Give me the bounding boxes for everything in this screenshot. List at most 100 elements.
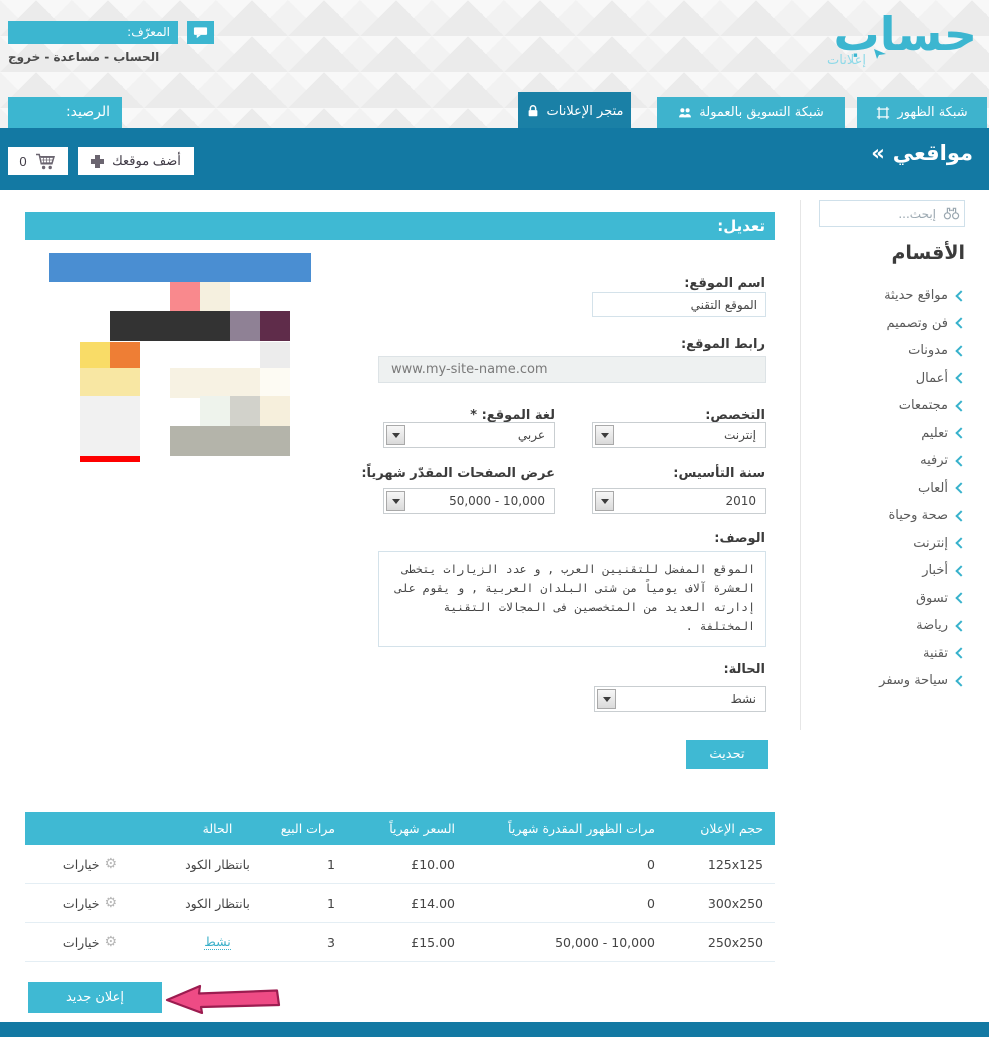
language-label: لغة الموقع: * — [470, 408, 555, 423]
site-name-input[interactable] — [592, 292, 766, 317]
chevron-left-icon — [955, 400, 967, 412]
search-input[interactable] — [819, 200, 965, 227]
new-ad-button[interactable]: إعلان جديد — [28, 982, 162, 1013]
logo-title: حساب — [833, 7, 979, 61]
sidebar-category[interactable]: فن وتصميم — [810, 310, 967, 338]
people-icon — [679, 108, 692, 118]
founded-year-select[interactable]: 2010 — [592, 488, 766, 514]
sidebar-category[interactable]: ألعاب — [810, 475, 967, 503]
gear-icon: ⚙ — [104, 934, 118, 950]
status-value: نشط — [730, 692, 756, 706]
ads-table: حجم الإعلان مرات الظهور المقدرة شهرياً ا… — [25, 812, 775, 962]
sidebar-category[interactable]: صحة وحياة — [810, 502, 967, 530]
sidebar-category[interactable]: سياحة وسفر — [810, 667, 967, 695]
page-title-chevron: « — [871, 141, 885, 165]
founded-year-label: سنة التأسيس: — [673, 466, 765, 481]
tab-display-network[interactable]: شبكة الظهور — [857, 97, 987, 128]
language-select[interactable]: عربي — [383, 422, 555, 448]
cart-icon — [35, 153, 55, 169]
sidebar-category[interactable]: تسوق — [810, 585, 967, 613]
sidebar-category[interactable]: مواقع حديثة — [810, 282, 967, 310]
table-header-row: حجم الإعلان مرات الظهور المقدرة شهرياً ا… — [25, 812, 775, 845]
page-title: مواقعي « — [871, 141, 973, 165]
chevron-left-icon — [955, 620, 967, 632]
ad-status-active-link[interactable]: نشط — [204, 934, 231, 950]
display-network-icon — [877, 106, 890, 119]
sidebar-category[interactable]: ترفيه — [810, 447, 967, 475]
sidebar-category[interactable]: مجتمعات — [810, 392, 967, 420]
sidebar-category[interactable]: رياضة — [810, 612, 967, 640]
options-link[interactable]: ⚙ خيارات — [63, 856, 117, 872]
annotation-arrow-icon — [165, 984, 281, 1014]
tab-affiliate-network[interactable]: شبكة التسويق بالعمولة — [657, 97, 845, 128]
col-header-price: السعر شهرياً — [389, 821, 455, 836]
tab-label: شبكة الظهور — [897, 105, 968, 120]
chevron-left-icon — [955, 427, 967, 439]
pageviews-select[interactable]: 50,000 - 10,000 — [383, 488, 555, 514]
sales-count: 3 — [327, 934, 335, 950]
chevron-left-icon — [955, 592, 967, 604]
impressions: 50,000 - 10,000 — [555, 934, 655, 950]
tab-label: شبكة التسويق بالعمولة — [699, 105, 824, 120]
balance-tab[interactable]: الرصيد: — [8, 97, 122, 128]
top-header: المعرّف: الحساب - مساعدة - خروج الرصيد: … — [0, 0, 989, 130]
col-header-sales: مرات البيع — [280, 821, 335, 836]
site-url-input[interactable] — [378, 356, 766, 383]
chat-bubble-icon — [193, 27, 208, 39]
logo[interactable]: حساب إعلانات — [827, 6, 979, 72]
options-link[interactable]: ⚙ خيارات — [63, 895, 117, 911]
cart-count: 0 — [19, 153, 27, 169]
chevron-left-icon — [955, 290, 967, 302]
site-name-label: اسم الموقع: — [684, 276, 765, 291]
chevron-left-icon — [955, 647, 967, 659]
tab-ads-store[interactable]: متجر الإعلانات — [518, 92, 631, 130]
site-url-label: رابط الموقع: — [680, 337, 765, 352]
dropdown-arrow-icon — [595, 491, 614, 511]
logo-subtitle: إعلانات — [827, 53, 866, 68]
site-preview-thumbnail — [47, 253, 313, 465]
tab-label: متجر الإعلانات — [546, 103, 624, 119]
add-site-label: أضف موقعك — [112, 153, 181, 168]
cursor-icon — [874, 49, 886, 59]
sidebar-category[interactable]: تقنية — [810, 640, 967, 668]
sidebar-category[interactable]: أخبار — [810, 557, 967, 585]
category-label: صحة وحياة — [888, 508, 948, 524]
chevron-left-icon — [955, 317, 967, 329]
sidebar-category[interactable]: تعليم — [810, 420, 967, 448]
options-label: خيارات — [62, 856, 100, 872]
toolbar: مواقعي « أضف موقعك 0 — [0, 128, 989, 190]
cart-button[interactable]: 0 — [8, 147, 68, 175]
chat-button[interactable] — [187, 21, 214, 44]
account-links[interactable]: الحساب - مساعدة - خروج — [8, 50, 160, 64]
status-select[interactable]: نشط — [594, 686, 766, 712]
impressions: 0 — [647, 895, 655, 911]
category-label: ألعاب — [917, 480, 948, 496]
chevron-left-icon — [955, 510, 967, 522]
chevron-left-icon — [955, 455, 967, 467]
sidebar-category[interactable]: مدونات — [810, 337, 967, 365]
options-link[interactable]: ⚙ خيارات — [63, 934, 117, 950]
category-label: تقنية — [922, 645, 948, 661]
sales-count: 1 — [327, 895, 335, 911]
sidebar-category[interactable]: أعمال — [810, 365, 967, 393]
category-label: تعليم — [921, 425, 948, 441]
sidebar-category[interactable]: إنترنت — [810, 530, 967, 558]
specialty-select[interactable]: إنترنت — [592, 422, 766, 448]
chevron-left-icon — [955, 372, 967, 384]
update-button[interactable]: تحديث — [686, 740, 768, 769]
table-row: 250x250 50,000 - 10,000 £15.00 3 نشط ⚙ خي… — [25, 923, 775, 962]
dropdown-arrow-icon — [597, 689, 616, 709]
category-label: ترفيه — [920, 453, 948, 469]
price: £15.00 — [411, 934, 455, 950]
page-title-text: مواقعي — [892, 141, 973, 165]
category-list: مواقع حديثة فن وتصميم مدونات أعمال مجتمع… — [810, 282, 967, 695]
add-site-button[interactable]: أضف موقعك — [78, 147, 194, 175]
category-label: أخبار — [922, 563, 948, 579]
category-label: أعمال — [915, 370, 948, 386]
description-textarea[interactable]: الموقع المفضل للتقنيين العرب , و عدد الز… — [378, 551, 766, 647]
ad-status: بانتظار الكود — [185, 895, 250, 911]
price: £14.00 — [411, 895, 455, 911]
category-label: رياضة — [916, 618, 948, 634]
category-label: مواقع حديثة — [884, 288, 948, 304]
